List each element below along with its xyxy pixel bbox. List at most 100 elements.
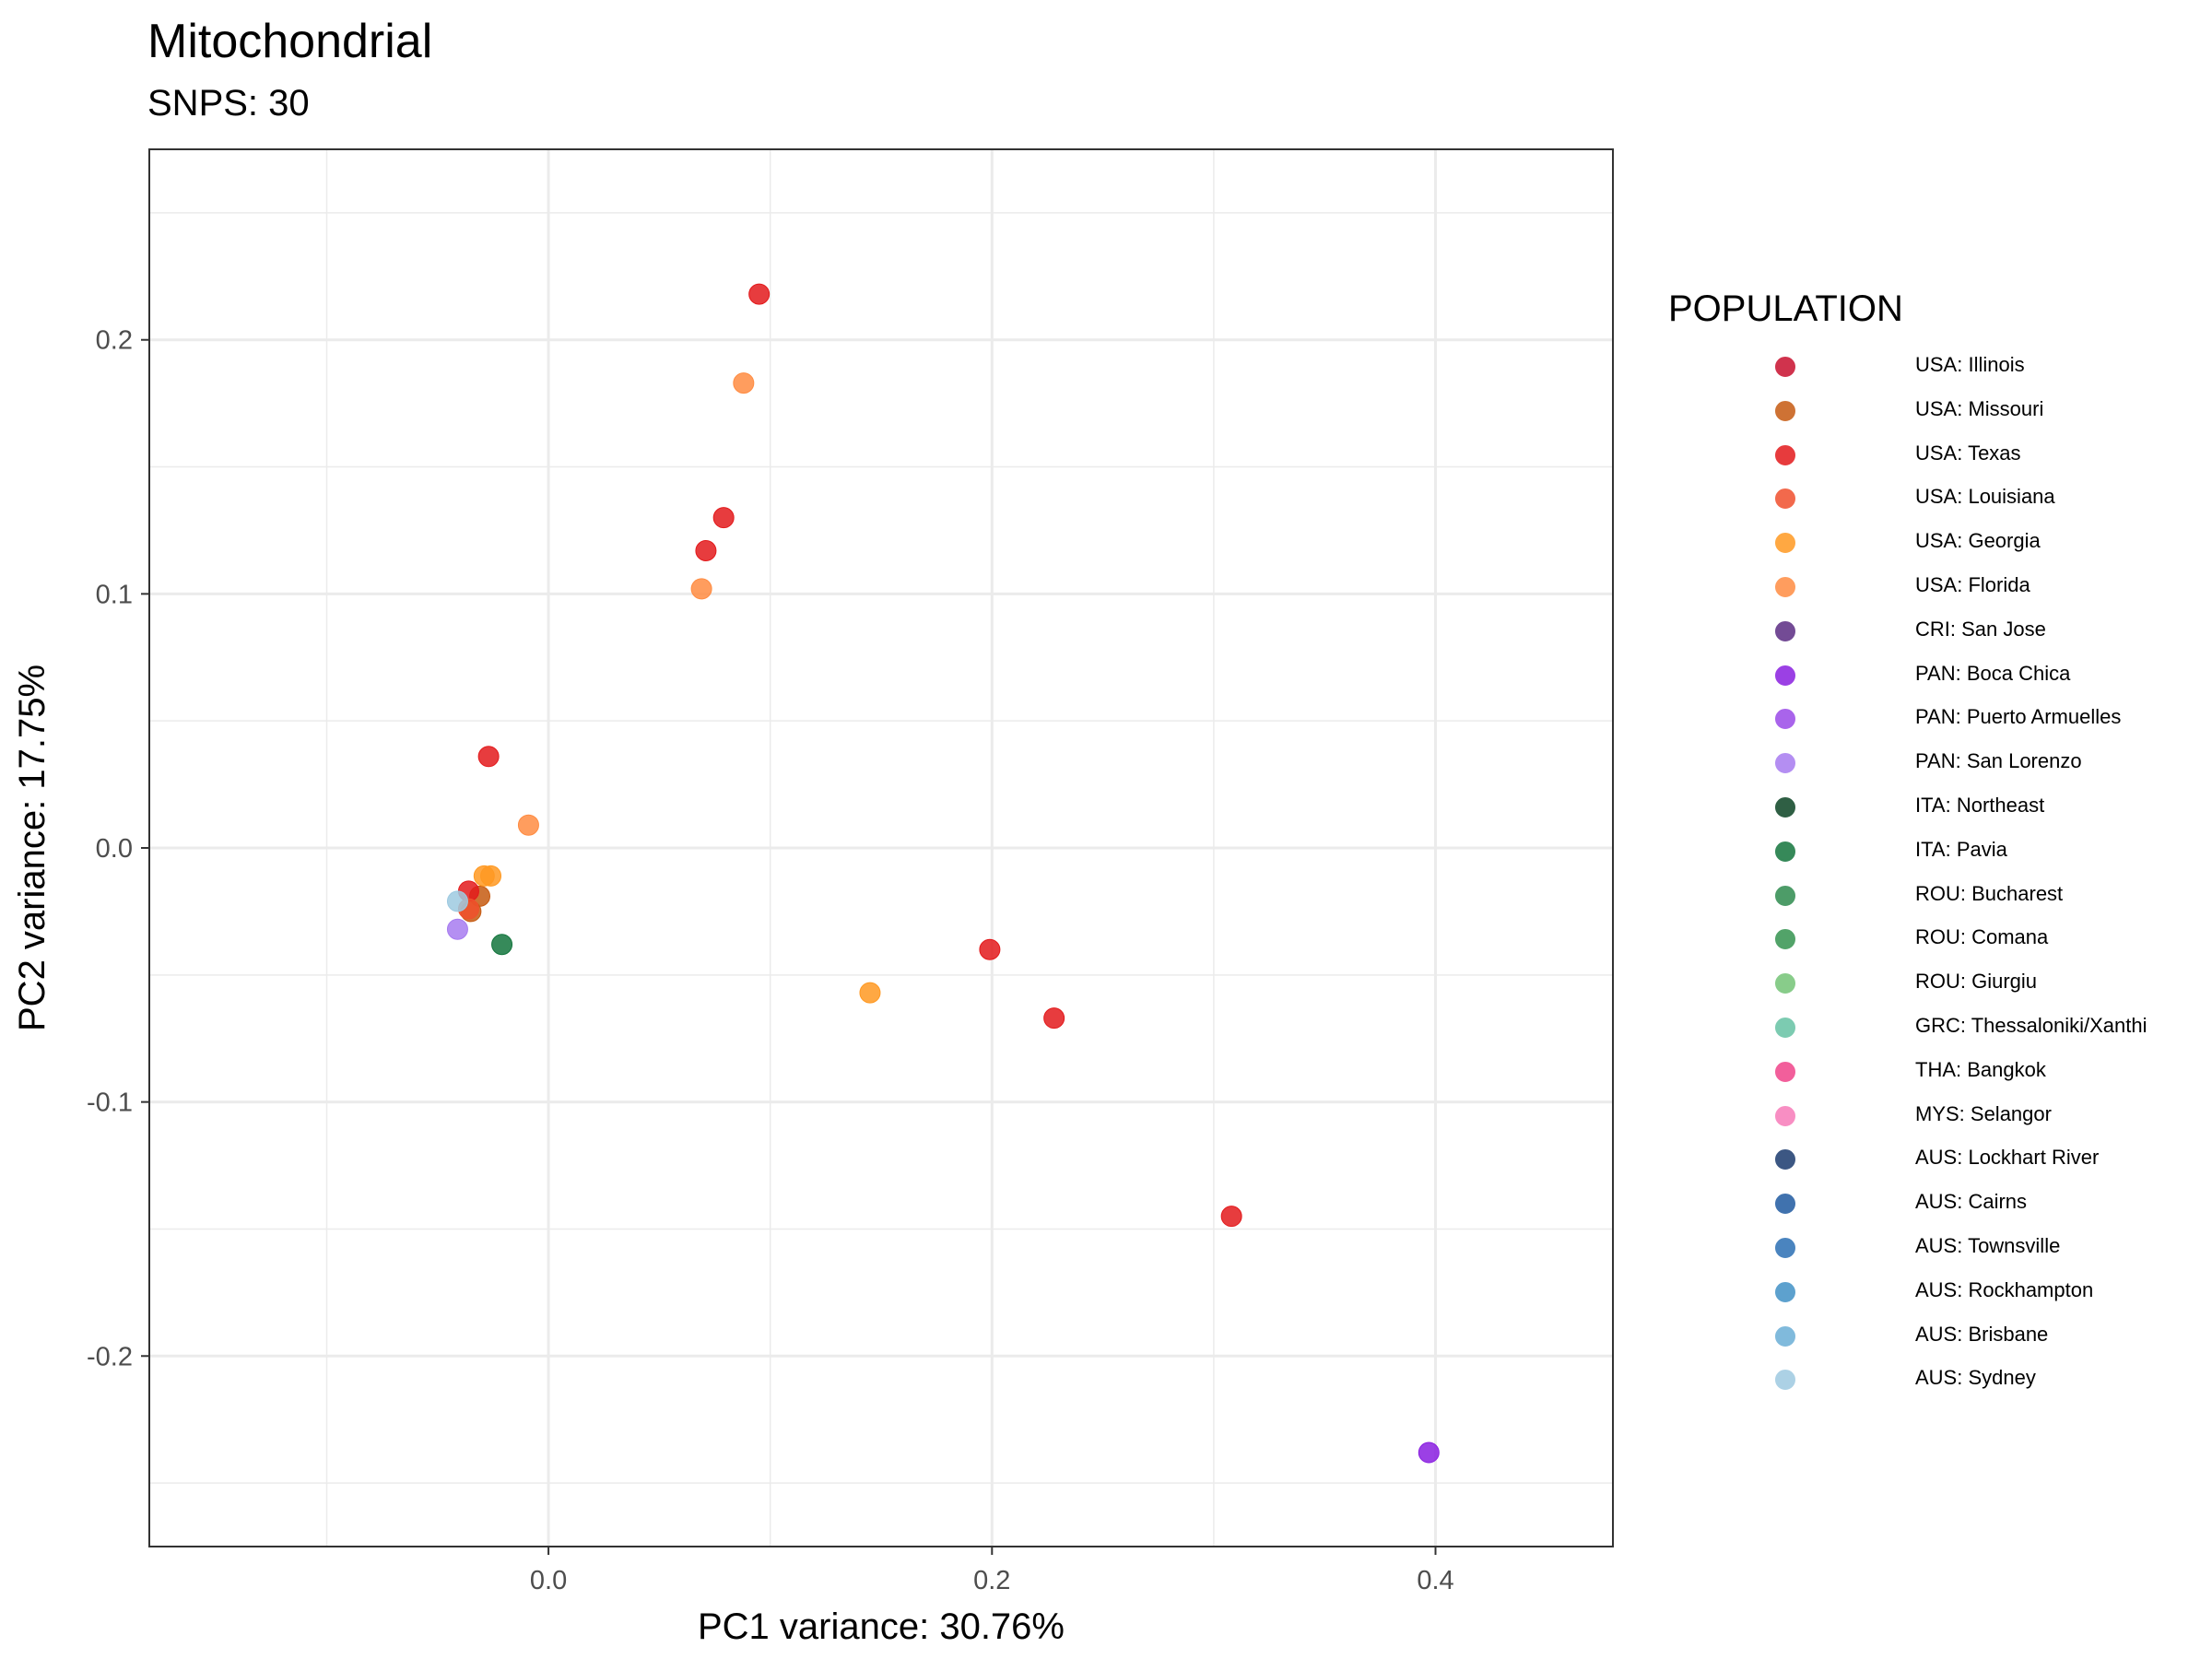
legend-item: PAN: Boca Chica [1668, 653, 2203, 698]
legend-label: USA: Louisiana [1915, 485, 2055, 509]
legend-key-dot [1775, 1017, 1795, 1038]
legend-key-dot [1775, 709, 1795, 730]
legend-item: USA: Texas [1668, 433, 2203, 477]
legend-key-dot [1775, 444, 1795, 465]
legend-item: AUS: Cairns [1668, 1182, 2203, 1226]
y-axis-label: PC2 variance: 17.75% [12, 665, 53, 1031]
data-point [690, 578, 712, 600]
y-tick-label: 0.0 [96, 834, 133, 864]
data-point [733, 372, 755, 394]
data-point [517, 814, 539, 836]
legend-item: PAN: Puerto Armuelles [1668, 697, 2203, 741]
legend-key-dot [1775, 753, 1795, 774]
legend-label: USA: Illinois [1915, 353, 2025, 376]
legend-item: AUS: Brisbane [1668, 1314, 2203, 1359]
data-point [1043, 1007, 1065, 1030]
legend-key-dot [1775, 841, 1795, 862]
legend-label: PAN: Puerto Armuelles [1915, 705, 2122, 729]
x-tick-label: 0.0 [530, 1566, 567, 1595]
legend-key-dot [1775, 1061, 1795, 1082]
legend-label: USA: Florida [1915, 572, 2030, 596]
data-point [446, 918, 468, 940]
legend-item: ITA: Northeast [1668, 785, 2203, 830]
x-tick-label: 0.4 [1417, 1566, 1453, 1595]
x-tick-label: 0.2 [973, 1566, 1010, 1595]
legend-key-dot [1775, 973, 1795, 994]
legend-label: USA: Missouri [1915, 396, 2044, 420]
legend-label: AUS: Brisbane [1915, 1322, 2049, 1346]
data-point [1220, 1206, 1242, 1228]
legend-item: USA: Florida [1668, 565, 2203, 609]
legend-label: PAN: Boca Chica [1915, 661, 2071, 685]
legend-label: MYS: Selangor [1915, 1101, 2052, 1125]
legend-key-dot [1775, 1237, 1795, 1258]
legend-item: ITA: Pavia [1668, 830, 2203, 874]
legend-label: USA: Texas [1915, 441, 2021, 465]
legend-item: AUS: Rockhampton [1668, 1270, 2203, 1314]
legend-item: USA: Illinois [1668, 345, 2203, 389]
legend-label: ROU: Giurgiu [1915, 970, 2038, 994]
legend-label: PAN: San Lorenzo [1915, 749, 2082, 773]
data-point [491, 934, 513, 956]
legend-item: ROU: Giurgiu [1668, 961, 2203, 1006]
legend-item: ROU: Bucharest [1668, 874, 2203, 918]
legend-title: POPULATION [1668, 288, 1903, 329]
legend-key-dot [1775, 1194, 1795, 1215]
legend-label: CRI: San Jose [1915, 617, 2046, 641]
legend-item: USA: Missouri [1668, 389, 2203, 433]
legend-label: ITA: Northeast [1915, 793, 2045, 817]
legend-key-dot [1775, 1149, 1795, 1171]
legend-item: PAN: San Lorenzo [1668, 741, 2203, 785]
x-axis-label: PC1 variance: 30.76% [698, 1606, 1065, 1647]
legend-label: USA: Georgia [1915, 529, 2041, 553]
legend-label: AUS: Townsville [1915, 1233, 2061, 1257]
data-point [859, 982, 881, 1004]
legend-key-dot [1775, 620, 1795, 641]
legend-key-dot [1775, 576, 1795, 597]
data-point [477, 746, 500, 768]
data-point [1418, 1441, 1440, 1464]
legend-item: ROU: Comana [1668, 917, 2203, 961]
legend-item: AUS: Townsville [1668, 1226, 2203, 1270]
legend-item: GRC: Thessaloniki/Xanthi [1668, 1006, 2203, 1050]
legend-key-dot [1775, 1105, 1795, 1126]
legend-key-dot [1775, 400, 1795, 421]
legend-label: THA: Bangkok [1915, 1057, 2046, 1081]
legend-items: USA: Illinois USA: Missouri USA: Texas USA:… [1668, 345, 2203, 1402]
legend-key-dot [1775, 488, 1795, 510]
data-point [712, 507, 735, 529]
data-points [446, 283, 1440, 1464]
legend-item: MYS: Selangor [1668, 1094, 2203, 1138]
data-point [480, 865, 502, 887]
legend-item: USA: Louisiana [1668, 477, 2203, 521]
legend-label: GRC: Thessaloniki/Xanthi [1915, 1013, 2147, 1037]
legend-key-dot [1775, 1370, 1795, 1391]
chart-title: Mitochondrial [147, 15, 433, 68]
chart-subtitle: SNPS: 30 [147, 83, 310, 124]
y-tick-label: -0.2 [87, 1342, 133, 1371]
data-point [979, 938, 1001, 960]
legend-item: USA: Georgia [1668, 521, 2203, 565]
axis-ticks: 0.0 0.2 0.4 -0.2 -0.1 0.0 0.1 0.2 [87, 326, 1454, 1595]
y-tick-label: 0.2 [96, 326, 133, 356]
legend-item: THA: Bangkok [1668, 1050, 2203, 1094]
legend-key-dot [1775, 357, 1795, 377]
legend-label: AUS: Lockhart River [1915, 1146, 2100, 1170]
data-point [446, 890, 468, 912]
legend-label: ITA: Pavia [1915, 837, 2007, 861]
legend-key-dot [1775, 1325, 1795, 1347]
legend-key-dot [1775, 1281, 1795, 1302]
data-point [695, 540, 717, 562]
legend-label: AUS: Sydney [1915, 1366, 2036, 1390]
legend-key-dot [1775, 533, 1795, 554]
y-tick-label: -0.1 [87, 1088, 133, 1118]
grid-lines [149, 149, 1613, 1547]
legend-label: ROU: Comana [1915, 925, 2049, 949]
legend-key-dot [1775, 885, 1795, 906]
legend-label: AUS: Rockhampton [1915, 1277, 2094, 1301]
legend: POPULATION USA: Illinois USA: Missouri USA… [1668, 286, 2203, 1402]
legend-item: AUS: Sydney [1668, 1358, 2203, 1402]
legend-key-dot [1775, 929, 1795, 950]
legend-label: AUS: Cairns [1915, 1190, 2028, 1214]
